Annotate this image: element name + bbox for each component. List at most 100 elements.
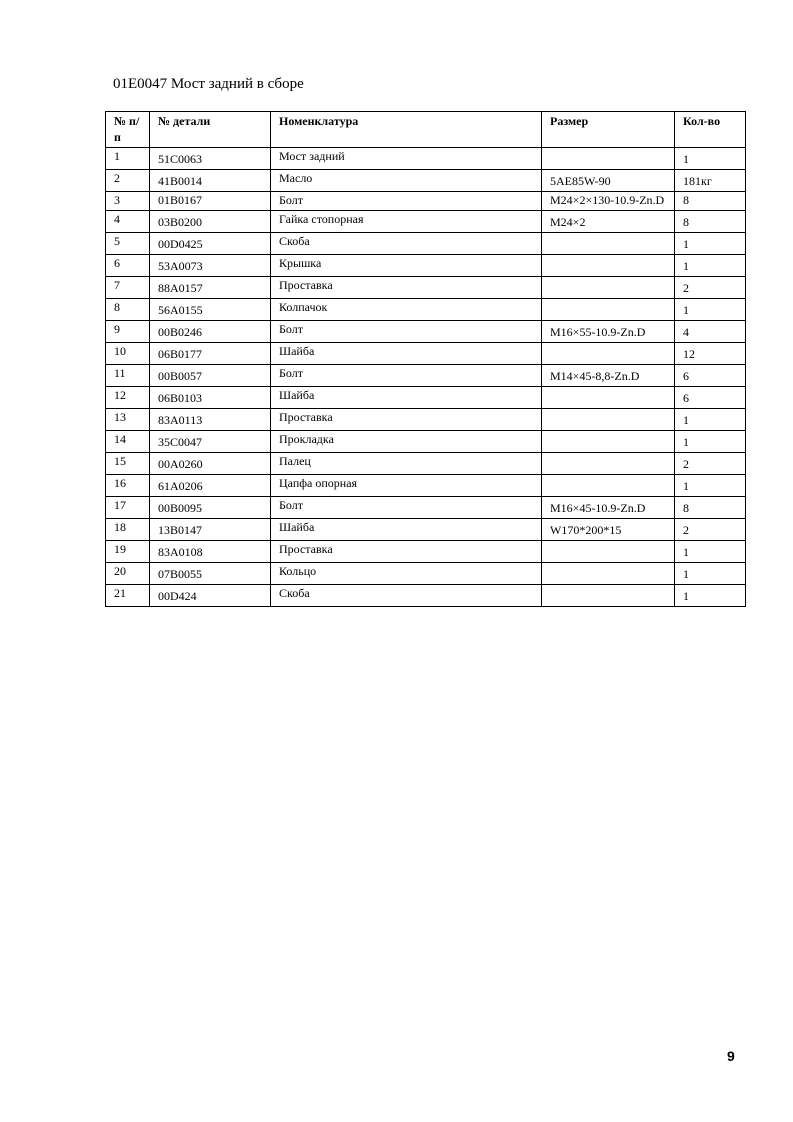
table-row: 21 00D424 Скоба 1 xyxy=(105,584,746,607)
cell-size xyxy=(541,147,675,170)
header-part-number: № детали xyxy=(149,111,271,148)
cell-index: 4 xyxy=(105,210,150,233)
page-number: 9 xyxy=(727,1048,735,1064)
cell-part-number: 00B0095 xyxy=(149,496,271,519)
document-title: 01E0047 Мост задний в сборе xyxy=(113,76,304,92)
cell-nomenclature: Скоба xyxy=(270,232,542,255)
cell-part-number: 61A0206 xyxy=(149,474,271,497)
table-row: 2 41B0014 Масло 5AE85W-90 181кг xyxy=(105,169,746,192)
cell-quantity: 1 xyxy=(674,562,746,585)
cell-nomenclature: Болт xyxy=(270,191,542,211)
cell-part-number: 06B0177 xyxy=(149,342,271,365)
header-index: № п/п xyxy=(105,111,150,148)
cell-size: 5AE85W-90 xyxy=(541,169,675,192)
cell-nomenclature: Проставка xyxy=(270,276,542,299)
cell-index: 7 xyxy=(105,276,150,299)
cell-size: M24×2 xyxy=(541,210,675,233)
cell-index: 6 xyxy=(105,254,150,277)
cell-index: 17 xyxy=(105,496,150,519)
cell-quantity: 2 xyxy=(674,276,746,299)
cell-nomenclature: Скоба xyxy=(270,584,542,607)
cell-index: 1 xyxy=(105,147,150,170)
cell-quantity: 8 xyxy=(674,496,746,519)
cell-part-number: 53A0073 xyxy=(149,254,271,277)
cell-index: 3 xyxy=(105,191,150,211)
cell-size xyxy=(541,562,675,585)
cell-nomenclature: Гайка стопорная xyxy=(270,210,542,233)
cell-size xyxy=(541,474,675,497)
cell-index: 18 xyxy=(105,518,150,541)
cell-index: 20 xyxy=(105,562,150,585)
cell-quantity: 1 xyxy=(674,540,746,563)
table-row: 12 06B0103 Шайба 6 xyxy=(105,386,746,409)
cell-quantity: 1 xyxy=(674,298,746,321)
cell-part-number: 00D424 xyxy=(149,584,271,607)
table-row: 9 00B0246 Болт M16×55-10.9-Zn.D 4 xyxy=(105,320,746,343)
cell-nomenclature: Прокладка xyxy=(270,430,542,453)
cell-nomenclature: Колпачок xyxy=(270,298,542,321)
cell-quantity: 1 xyxy=(674,232,746,255)
cell-index: 19 xyxy=(105,540,150,563)
table-row: 14 35C0047 Прокладка 1 xyxy=(105,430,746,453)
table-row: 1 51C0063 Мост задний 1 xyxy=(105,147,746,170)
cell-size xyxy=(541,276,675,299)
cell-quantity: 1 xyxy=(674,584,746,607)
cell-nomenclature: Мост задний xyxy=(270,147,542,170)
cell-nomenclature: Шайба xyxy=(270,518,542,541)
cell-index: 11 xyxy=(105,364,150,387)
cell-quantity: 1 xyxy=(674,430,746,453)
cell-quantity: 1 xyxy=(674,254,746,277)
table-row: 8 56A0155 Колпачок 1 xyxy=(105,298,746,321)
header-nomenclature: Номенклатура xyxy=(270,111,542,148)
cell-quantity: 4 xyxy=(674,320,746,343)
cell-nomenclature: Шайба xyxy=(270,342,542,365)
cell-nomenclature: Цапфа опорная xyxy=(270,474,542,497)
cell-quantity: 6 xyxy=(674,364,746,387)
cell-quantity: 12 xyxy=(674,342,746,365)
cell-part-number: 83A0108 xyxy=(149,540,271,563)
cell-size: M16×45-10.9-Zn.D xyxy=(541,496,675,519)
cell-quantity: 2 xyxy=(674,452,746,475)
cell-size: M14×45-8,8-Zn.D xyxy=(541,364,675,387)
cell-index: 16 xyxy=(105,474,150,497)
cell-index: 9 xyxy=(105,320,150,343)
cell-nomenclature: Болт xyxy=(270,320,542,343)
cell-part-number: 00A0260 xyxy=(149,452,271,475)
cell-index: 13 xyxy=(105,408,150,431)
cell-part-number: 00B0057 xyxy=(149,364,271,387)
cell-nomenclature: Болт xyxy=(270,496,542,519)
table-row: 16 61A0206 Цапфа опорная 1 xyxy=(105,474,746,497)
table-row: 18 13B0147 Шайба W170*200*15 2 xyxy=(105,518,746,541)
table-row: 15 00A0260 Палец 2 xyxy=(105,452,746,475)
table-row: 5 00D0425 Скоба 1 xyxy=(105,232,746,255)
cell-part-number: 51C0063 xyxy=(149,147,271,170)
table-row: 11 00B0057 Болт M14×45-8,8-Zn.D 6 xyxy=(105,364,746,387)
cell-part-number: 83A0113 xyxy=(149,408,271,431)
cell-part-number: 41B0014 xyxy=(149,169,271,192)
cell-nomenclature: Шайба xyxy=(270,386,542,409)
table-row: 20 07B0055 Кольцо 1 xyxy=(105,562,746,585)
cell-size xyxy=(541,232,675,255)
cell-nomenclature: Кольцо xyxy=(270,562,542,585)
table-row: 6 53A0073 Крышка 1 xyxy=(105,254,746,277)
cell-quantity: 8 xyxy=(674,210,746,233)
cell-size xyxy=(541,254,675,277)
table-row: 10 06B0177 Шайба 12 xyxy=(105,342,746,365)
cell-nomenclature: Палец xyxy=(270,452,542,475)
table-row: 4 03B0200 Гайка стопорная M24×2 8 xyxy=(105,210,746,233)
cell-size: M24×2×130-10.9-Zn.D xyxy=(541,191,675,211)
cell-size xyxy=(541,452,675,475)
cell-nomenclature: Крышка xyxy=(270,254,542,277)
cell-index: 10 xyxy=(105,342,150,365)
cell-nomenclature: Масло xyxy=(270,169,542,192)
cell-size xyxy=(541,342,675,365)
cell-size xyxy=(541,408,675,431)
cell-nomenclature: Проставка xyxy=(270,540,542,563)
cell-quantity: 1 xyxy=(674,408,746,431)
table-row: 3 01B0167 Болт M24×2×130-10.9-Zn.D 8 xyxy=(105,191,746,211)
header-quantity: Кол-во xyxy=(674,111,746,148)
cell-quantity: 6 xyxy=(674,386,746,409)
cell-quantity: 2 xyxy=(674,518,746,541)
cell-nomenclature: Проставка xyxy=(270,408,542,431)
table-row: 13 83A0113 Проставка 1 xyxy=(105,408,746,431)
